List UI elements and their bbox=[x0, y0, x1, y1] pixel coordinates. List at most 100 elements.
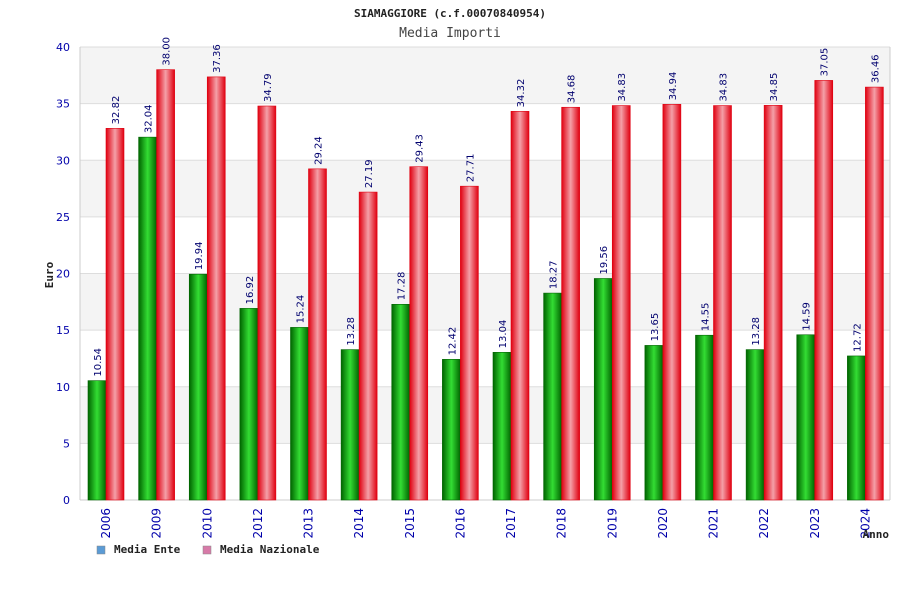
data-label: 34.32 bbox=[516, 79, 527, 108]
chart-title: SIAMAGGIORE (c.f.00070840954) bbox=[354, 7, 546, 20]
x-tick-label: 2021 bbox=[707, 508, 721, 539]
data-label: 13.28 bbox=[346, 317, 357, 346]
y-tick-label: 30 bbox=[56, 154, 70, 167]
bar-media-ente bbox=[442, 359, 461, 501]
bar-media-ente bbox=[188, 273, 208, 501]
data-label: 27.71 bbox=[465, 154, 476, 183]
data-label: 34.94 bbox=[668, 72, 679, 101]
x-tick-label: 2022 bbox=[757, 508, 771, 539]
bar-media-ente bbox=[745, 349, 765, 501]
data-label: 34.68 bbox=[567, 75, 578, 104]
x-tick-label: 2015 bbox=[403, 508, 417, 539]
data-label: 29.24 bbox=[314, 136, 325, 165]
bar-media-nazionale bbox=[662, 104, 682, 501]
data-label: 34.79 bbox=[263, 73, 274, 102]
bar-media-nazionale bbox=[105, 128, 125, 501]
bar-media-nazionale bbox=[308, 168, 327, 501]
y-tick-label: 5 bbox=[63, 437, 70, 450]
legend-swatch-nazionale bbox=[202, 545, 212, 555]
y-tick-label: 15 bbox=[56, 324, 70, 337]
data-label: 10.54 bbox=[93, 348, 104, 377]
y-axis-ticks: 0 5 10 15 20 25 30 35 40 bbox=[56, 41, 70, 507]
y-tick-label: 0 bbox=[63, 494, 70, 507]
legend-swatch-ente bbox=[96, 545, 106, 555]
x-tick-label: 2023 bbox=[808, 508, 822, 539]
bar-media-ente bbox=[593, 278, 613, 501]
x-tick-label: 2017 bbox=[504, 508, 518, 539]
x-tick-label: 2010 bbox=[200, 508, 214, 539]
bar-media-ente bbox=[543, 292, 562, 501]
bar-media-nazionale bbox=[510, 111, 530, 501]
y-tick-label: 35 bbox=[56, 98, 70, 111]
data-label: 12.42 bbox=[447, 327, 458, 356]
y-tick-label: 10 bbox=[56, 381, 70, 394]
bar-media-nazionale bbox=[257, 105, 277, 501]
x-tick-label: 2024 bbox=[858, 508, 872, 539]
bar-media-nazionale bbox=[206, 76, 226, 501]
bar-media-nazionale bbox=[865, 86, 884, 501]
data-label: 37.05 bbox=[820, 48, 831, 77]
bars bbox=[87, 69, 884, 501]
legend-label-nazionale: Media Nazionale bbox=[220, 543, 320, 556]
data-label: 29.43 bbox=[415, 134, 426, 163]
bar-media-ente bbox=[391, 304, 411, 501]
data-labels: 10.54 32.82 32.04 38.00 19.94 37.36 16.92 34.79… bbox=[93, 37, 881, 377]
y-tick-label: 20 bbox=[56, 268, 70, 281]
data-label: 38.00 bbox=[162, 37, 173, 66]
x-tick-label: 2012 bbox=[251, 508, 265, 539]
bar-media-ente bbox=[796, 334, 816, 501]
bar-media-nazionale bbox=[561, 106, 580, 501]
data-label: 13.04 bbox=[498, 320, 509, 349]
bar-media-nazionale bbox=[763, 105, 783, 501]
bar-media-ente bbox=[239, 308, 259, 501]
bar-media-nazionale bbox=[611, 105, 631, 501]
x-tick-label: 2016 bbox=[453, 508, 467, 539]
x-tick-label: 2013 bbox=[302, 508, 316, 539]
y-tick-label: 40 bbox=[56, 41, 70, 54]
x-tick-label: 2019 bbox=[605, 508, 619, 539]
x-tick-label: 2020 bbox=[656, 508, 670, 539]
bar-media-ente bbox=[695, 334, 714, 501]
x-axis-ticks: 2006 2009 2010 2012 2013 2014 2015 2016 2017 2018… bbox=[99, 508, 872, 539]
data-label: 13.65 bbox=[650, 313, 661, 342]
bar-media-ente bbox=[340, 349, 360, 501]
data-label: 14.59 bbox=[802, 302, 813, 331]
bar-media-ente bbox=[847, 355, 866, 501]
x-tick-label: 2014 bbox=[352, 508, 366, 539]
bar-media-nazionale bbox=[713, 105, 732, 501]
x-tick-label: 2018 bbox=[555, 508, 569, 539]
x-tick-label: 2009 bbox=[150, 508, 164, 539]
data-label: 27.19 bbox=[364, 159, 375, 188]
data-label: 14.55 bbox=[701, 303, 712, 332]
data-label: 34.85 bbox=[769, 73, 780, 102]
legend-label-ente: Media Ente bbox=[114, 543, 181, 556]
x-axis-label: Anno bbox=[863, 528, 890, 541]
bar-media-ente bbox=[290, 327, 309, 501]
data-label: 13.28 bbox=[751, 317, 762, 346]
bar-media-nazionale bbox=[460, 185, 479, 501]
data-label: 17.28 bbox=[397, 272, 408, 301]
y-axis-label: Euro bbox=[43, 261, 56, 288]
data-label: 18.27 bbox=[549, 260, 560, 289]
data-label: 12.72 bbox=[852, 323, 863, 352]
data-label: 19.94 bbox=[194, 242, 205, 271]
bar-media-ente bbox=[138, 136, 157, 501]
bar-media-ente bbox=[87, 380, 107, 501]
data-label: 37.36 bbox=[212, 44, 223, 73]
data-label: 34.83 bbox=[719, 73, 730, 102]
x-tick-label: 2006 bbox=[99, 508, 113, 539]
data-label: 32.04 bbox=[144, 105, 155, 134]
legend: Media Ente Media Nazionale bbox=[96, 543, 320, 556]
bar-media-nazionale bbox=[156, 69, 175, 501]
chart-subtitle: Media Importi bbox=[399, 26, 501, 41]
bar-media-nazionale bbox=[358, 191, 378, 501]
bar-media-ente bbox=[492, 352, 512, 501]
y-tick-label: 25 bbox=[56, 211, 70, 224]
bar-media-ente bbox=[644, 345, 664, 501]
data-label: 19.56 bbox=[599, 246, 610, 275]
data-label: 34.83 bbox=[617, 73, 628, 102]
data-label: 36.46 bbox=[870, 54, 881, 83]
data-label: 16.92 bbox=[245, 276, 256, 305]
data-label: 32.82 bbox=[111, 96, 122, 125]
